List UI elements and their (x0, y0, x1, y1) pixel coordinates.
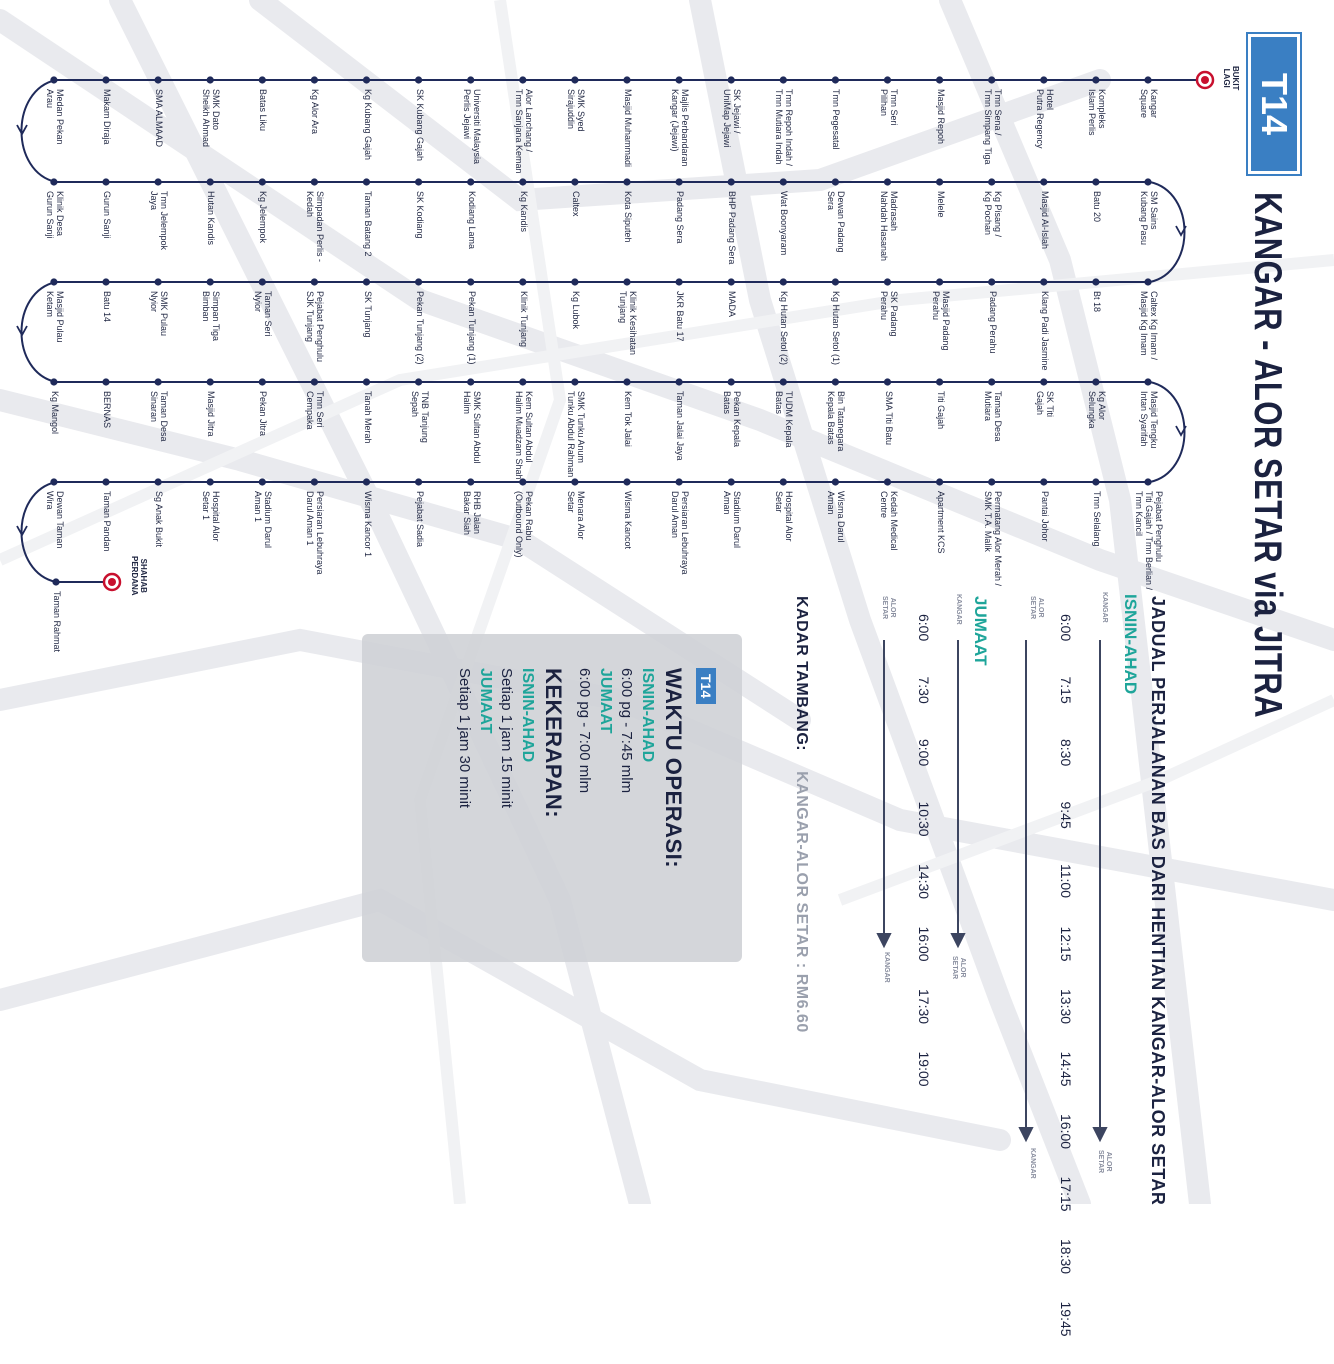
freq-title: KEKERAPAN: (540, 668, 566, 868)
info-content: T14 WAKTU OPERASI: ISNIN-AHAD 6:00 pg - … (456, 668, 716, 868)
hours-weekday-label: ISNIN-AHAD (638, 668, 656, 868)
weekday-time: 19:45 (1058, 1302, 1074, 1364)
fare-line: KADAR TAMBANG: KANGAR-ALOR SETAR : RM6.60 (792, 596, 810, 1033)
info-badge: T14 (696, 668, 716, 704)
weekday-time: 18:30 (1058, 1239, 1074, 1302)
freq-weekday-label: ISNIN-AHAD (518, 668, 536, 868)
freq-friday: Setiap 1 jam 30 minit (456, 668, 473, 868)
schedule-arrows (0, 0, 1334, 1204)
freq-friday-label: JUMAAT (476, 668, 494, 868)
freq-weekday: Setiap 1 jam 15 minit (498, 668, 515, 868)
hours-title: WAKTU OPERASI: (660, 668, 686, 868)
fare-label: KADAR TAMBANG: (793, 596, 810, 751)
fare-value: KANGAR-ALOR SETAR : RM6.60 (793, 771, 810, 1033)
hours-friday: 6:00 pg - 7:00 mlm (576, 668, 593, 868)
hours-friday-label: JUMAAT (596, 668, 614, 868)
hours-weekday: 6:00 pg - 7:45 mlm (618, 668, 635, 868)
